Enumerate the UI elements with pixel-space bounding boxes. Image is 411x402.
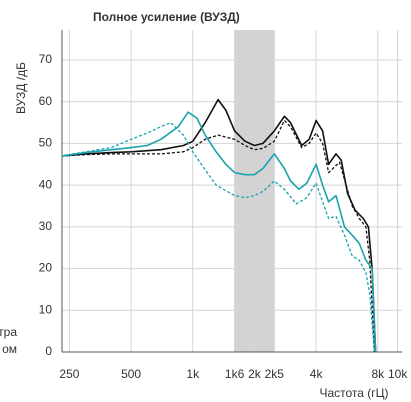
curve (61, 98, 377, 353)
y-tick-label: 20 (39, 261, 53, 275)
y-tick-label: 0 (45, 344, 52, 358)
curve (61, 119, 376, 353)
x-tick-label: 10k (388, 367, 408, 381)
x-tick-label: 1k6 (225, 367, 245, 381)
x-tick-label: 2k5 (265, 367, 285, 381)
x-tick-label: 4k (310, 367, 324, 381)
curve (61, 111, 377, 353)
annotation: ом (2, 342, 17, 356)
x-tick-label: 250 (59, 367, 79, 381)
y-axis-label: ВУЗД /дБ (14, 62, 28, 114)
y-tick-label: 30 (39, 219, 53, 233)
x-tick-label: 2k (248, 367, 262, 381)
y-tick-label: 50 (39, 136, 53, 150)
y-tick-label: 60 (39, 94, 53, 108)
x-axis-label: Частота (гЦ) (319, 386, 388, 400)
y-tick-label: 40 (39, 177, 53, 191)
y-tick-label: 70 (39, 52, 53, 66)
y-tick-label: 10 (39, 302, 53, 316)
annotation: тра (0, 325, 17, 339)
x-tick-label: 1k (186, 367, 200, 381)
chart-title: Полное усиление (ВУЗД) (93, 10, 240, 24)
x-tick-label: 500 (121, 367, 141, 381)
x-tick-label: 8k (371, 367, 385, 381)
